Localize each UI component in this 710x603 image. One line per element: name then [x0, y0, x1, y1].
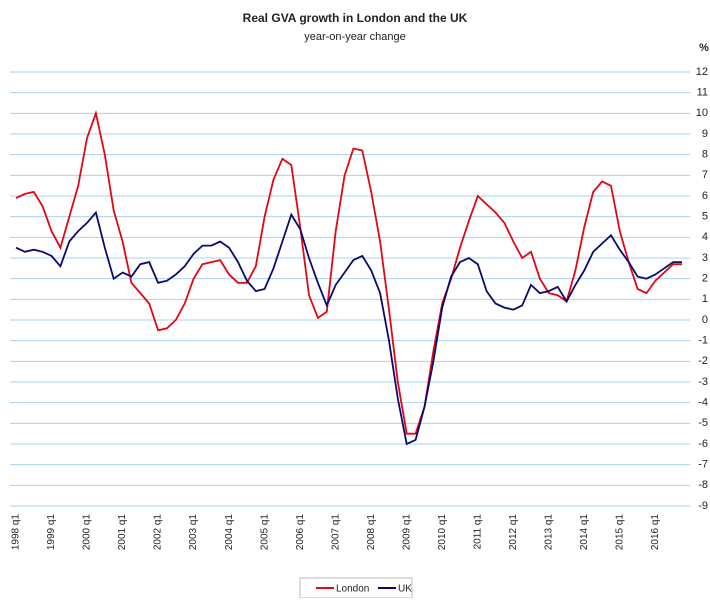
x-tick-label: 2013 q1 [543, 514, 554, 551]
x-tick-label: 2012 q1 [508, 514, 519, 551]
x-tick-label: 1999 q1 [46, 514, 57, 551]
legend-label: UK [398, 584, 412, 595]
y-tick-label: 10 [696, 107, 708, 119]
x-tick-label: 2004 q1 [224, 514, 235, 551]
x-tick-label: 2009 q1 [401, 514, 412, 551]
x-tick-label: 2005 q1 [259, 514, 270, 551]
x-tick-label: 2000 q1 [82, 514, 93, 551]
y-tick-label: -7 [698, 459, 708, 471]
x-tick-label: 2001 q1 [117, 514, 128, 551]
x-tick-label: 2011 q1 [472, 514, 483, 550]
y-tick-label: -1 [698, 335, 708, 347]
line-series [15, 110, 682, 435]
y-tick-label: -8 [698, 479, 708, 491]
y-tick-label: -9 [698, 500, 708, 512]
y-tick-label: 0 [702, 314, 708, 326]
line-series [15, 210, 682, 446]
y-tick-label: 6 [702, 190, 708, 202]
y-tick-label: 2 [702, 273, 708, 285]
x-tick-label: 2015 q1 [614, 514, 625, 551]
y-tick-label: 9 [702, 128, 708, 140]
legend-label: London [336, 584, 369, 595]
chart-title: Real GVA growth in London and the UK [243, 11, 468, 25]
y-tick-label: 5 [702, 211, 708, 223]
chart-subtitle: year-on-year change [304, 31, 406, 43]
y-tick-label: 3 [702, 252, 708, 264]
x-tick-label: 2008 q1 [366, 514, 377, 551]
y-tick-label: 4 [702, 231, 708, 243]
y-tick-label: -4 [698, 397, 708, 409]
y-tick-label: -5 [698, 417, 708, 429]
y-tick-label: -2 [698, 355, 708, 367]
x-tick-label: 2014 q1 [579, 514, 590, 551]
y-tick-label: 12 [696, 66, 708, 78]
x-tick-label: 2003 q1 [188, 514, 199, 551]
x-tick-label: 2007 q1 [330, 514, 341, 551]
y-tick-label: 11 [697, 87, 708, 99]
y-tick-label: 7 [702, 169, 708, 181]
y-tick-label: 1 [702, 293, 708, 305]
x-tick-label: 2002 q1 [153, 514, 164, 551]
x-tick-label: 2016 q1 [650, 514, 661, 551]
y-tick-label: 8 [702, 149, 708, 161]
x-tick-label: 1998 q1 [11, 514, 22, 551]
y-tick-label: -6 [698, 438, 708, 450]
y-tick-label: -3 [698, 376, 708, 388]
y-axis-label: % [699, 42, 709, 54]
x-tick-label: 2006 q1 [295, 514, 306, 551]
x-tick-label: 2010 q1 [437, 514, 448, 551]
